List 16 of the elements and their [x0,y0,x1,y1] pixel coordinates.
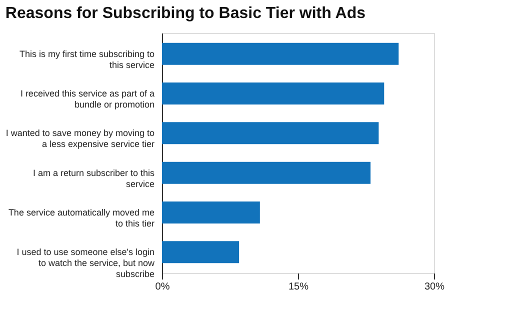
y-tick-label: I wanted to save money by moving to a less expensive service tier [6,128,154,150]
y-tick-label: I am a return subscriber to this service [32,168,155,189]
x-tick-label: 30% [424,282,445,292]
x-tick-label: 0% [155,282,170,292]
bar [162,162,371,184]
bar [162,82,384,104]
bar [162,122,379,144]
chart-title: Reasons for Subscribing to Basic Tier with Ads [5,5,366,22]
y-tick-label: I received this service as part of a bundle or promotion [20,88,154,110]
y-tick-label: I used to use someone else's login to watch the service, but now subscribe [16,247,155,280]
bar [162,202,260,224]
x-tick-label: 15% [288,282,309,292]
bar [162,241,240,264]
bar [162,42,399,65]
y-tick-label: The service automatically moved me to this tier [8,208,154,229]
y-tick-label: This is my first time subscribing to this service [19,48,154,70]
